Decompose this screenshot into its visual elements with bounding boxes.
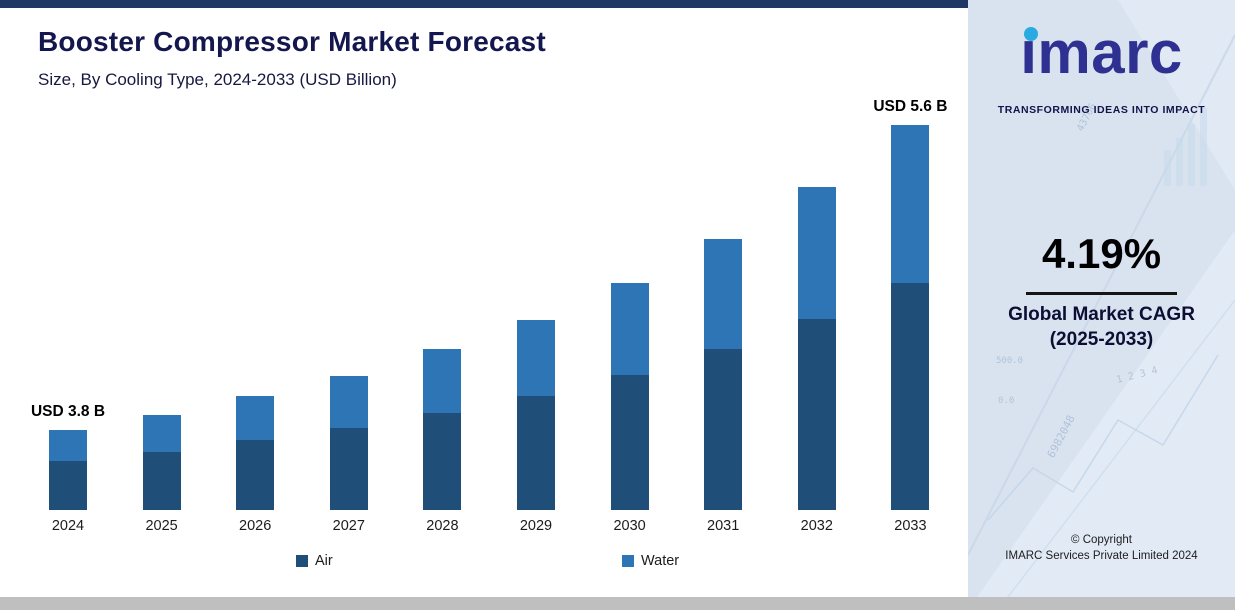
copyright-line2: IMARC Services Private Limited 2024 [1005, 550, 1198, 562]
x-tick-2026: 2026 [239, 518, 272, 534]
bar-2032 [797, 187, 836, 510]
bar-segment-water-2030 [610, 283, 649, 375]
bar-segment-water-2026 [236, 396, 275, 440]
panel-bg-number: 0.0 [998, 396, 1015, 406]
bar-segment-air-2025 [142, 452, 181, 510]
legend-swatch-air [296, 555, 308, 567]
legend-item-air: Air [296, 553, 333, 569]
cagr-underline [1026, 292, 1177, 295]
cagr-value: 4.19% [1041, 230, 1162, 277]
panel-bg-number: 500.0 [996, 356, 1024, 366]
bar-2025 [142, 415, 181, 510]
bar-segment-air-2031 [704, 349, 743, 510]
legend-label-air: Air [315, 553, 333, 569]
x-tick-2028: 2028 [426, 518, 459, 534]
cagr-label-line1: Global Market CAGR [1008, 304, 1195, 325]
logo-tagline: TRANSFORMING IDEAS INTO IMPACT [997, 104, 1206, 116]
copyright: © Copyright IMARC Services Private Limit… [968, 532, 1235, 564]
chart-subtitle: Size, By Cooling Type, 2024-2033 (USD Bi… [38, 70, 397, 89]
panel-deco-svg [968, 0, 1235, 610]
brand-panel: 6982048 43766 500.0 0.0 1 2 3 4 ımarc TRANSF… [968, 0, 1235, 610]
bar-segment-water-2025 [142, 415, 181, 452]
imarc-logo: ımarc [968, 20, 1235, 92]
x-tick-2027: 2027 [332, 518, 365, 534]
cagr-label: Global Market CAGR (2025-2033) [968, 302, 1235, 352]
bar-2027 [329, 376, 368, 510]
bar-2030 [610, 283, 649, 510]
bar-segment-air-2026 [236, 440, 275, 510]
x-tick-2024: 2024 [51, 518, 85, 534]
bar-segment-water-2029 [517, 320, 555, 396]
bar-segment-water-2031 [704, 239, 743, 349]
bar-segment-air-2029 [517, 396, 555, 510]
x-tick-2033: 2033 [894, 518, 927, 534]
annotation-2024: USD 3.8 B [30, 403, 106, 420]
bar-segment-air-2030 [610, 375, 649, 510]
logo-dot-icon [1024, 27, 1038, 41]
legend-swatch-water [622, 555, 634, 567]
legend-item-water: Water [622, 553, 679, 569]
bar-segment-air-2024 [49, 461, 87, 510]
logo-text: ımarc [1020, 19, 1183, 86]
bar-2028 [423, 349, 462, 510]
bar-segment-air-2032 [797, 319, 836, 510]
bar-chart: 2024 2025 2026 2027 2028 2029 2030 2031 2032 2033… [30, 98, 948, 534]
cagr-label-line2: (2025-2033) [1049, 329, 1154, 350]
chart-title: Booster Compressor Market Forecast [38, 26, 546, 57]
chart-legend: Air Water [0, 553, 968, 575]
bar-2029 [517, 320, 555, 510]
panel-background-graphic: 6982048 43766 500.0 0.0 1 2 3 4 [968, 0, 1235, 610]
bar-segment-air-2027 [329, 428, 368, 510]
bar-2024 [49, 430, 87, 510]
top-accent-bar [0, 0, 968, 8]
bar-segment-water-2024 [49, 430, 87, 461]
bar-segment-water-2028 [423, 349, 462, 413]
x-tick-2029: 2029 [519, 518, 553, 534]
x-tick-2025: 2025 [145, 518, 178, 534]
bar-2026 [236, 396, 275, 510]
bar-segment-water-2033 [891, 125, 930, 283]
bar-segment-air-2033 [891, 283, 930, 510]
x-tick-2032: 2032 [800, 518, 833, 534]
copyright-line1: © Copyright [1071, 534, 1132, 546]
bar-segment-air-2028 [423, 413, 462, 510]
bar-segment-water-2032 [797, 187, 836, 319]
bar-segment-water-2027 [329, 376, 368, 428]
bottom-accent-bar [0, 597, 1235, 610]
annotation-2033: USD 5.6 B [873, 98, 948, 115]
bar-2033 [891, 125, 930, 510]
bar-2031 [704, 239, 743, 510]
x-tick-2030: 2030 [613, 518, 646, 534]
legend-label-water: Water [641, 553, 680, 569]
x-tick-2031: 2031 [707, 518, 740, 534]
